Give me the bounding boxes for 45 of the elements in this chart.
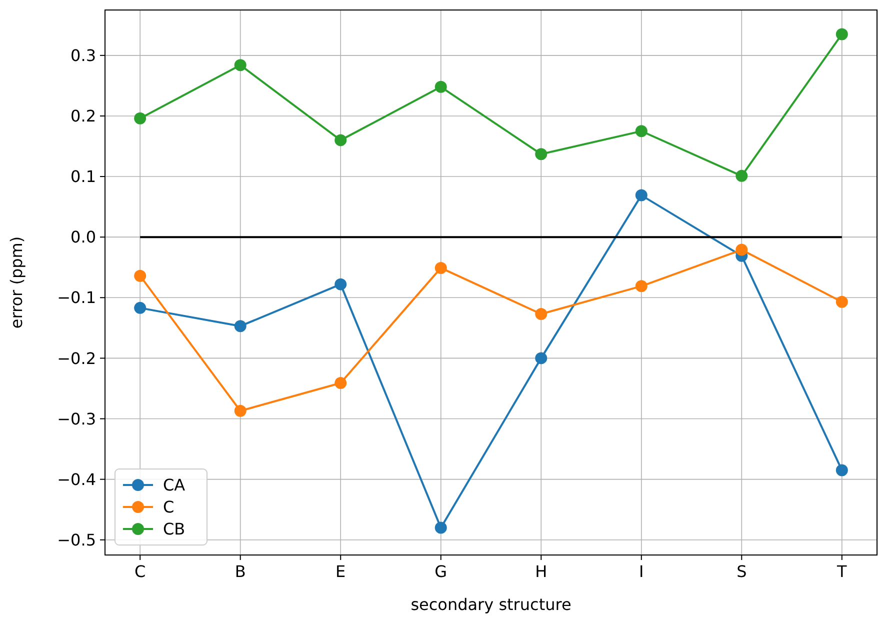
- point: [836, 296, 848, 308]
- point: [434, 80, 447, 93]
- point: [535, 148, 548, 160]
- legend-label: CA: [163, 476, 186, 495]
- point: [535, 308, 548, 320]
- y-tick-label: −0.3: [57, 409, 96, 428]
- x-axis-title: secondary structure: [410, 595, 572, 614]
- point: [635, 280, 648, 292]
- point: [234, 404, 246, 417]
- point: [334, 278, 347, 290]
- y-tick-label: 0.0: [70, 228, 96, 247]
- y-tick-label: −0.5: [57, 530, 96, 550]
- x-tick-label: H: [535, 562, 548, 581]
- point: [134, 302, 146, 314]
- x-tick-label: E: [336, 562, 346, 581]
- x-tick-label: C: [134, 562, 146, 581]
- y-tick-label: 0.2: [70, 106, 96, 126]
- point: [434, 262, 447, 274]
- point: [334, 377, 347, 390]
- point: [736, 244, 748, 256]
- point: [434, 522, 447, 534]
- point: [535, 352, 548, 364]
- point: [334, 134, 347, 146]
- point: [134, 112, 146, 124]
- y-tick-label: −0.2: [57, 348, 96, 368]
- x-tick-label: T: [836, 562, 848, 581]
- y-tick-label: 0.3: [70, 46, 96, 66]
- y-tick-label: −0.4: [57, 470, 96, 489]
- y-axis-title: error (ppm): [7, 236, 26, 329]
- point: [134, 270, 146, 282]
- y-tick-label: −0.1: [57, 288, 96, 308]
- x-tick-label: I: [639, 562, 644, 581]
- y-tick-label: 0.1: [70, 167, 96, 186]
- legend-label: CB: [163, 520, 186, 539]
- point: [635, 125, 648, 138]
- x-tick-label: S: [736, 562, 747, 581]
- point: [234, 59, 246, 72]
- point: [836, 464, 848, 476]
- point: [234, 320, 246, 332]
- x-tick-label: B: [234, 562, 246, 581]
- x-tick-label: G: [434, 562, 448, 581]
- point: [836, 28, 848, 40]
- point: [736, 170, 748, 182]
- point: [635, 189, 648, 202]
- legend-label: C: [163, 498, 174, 517]
